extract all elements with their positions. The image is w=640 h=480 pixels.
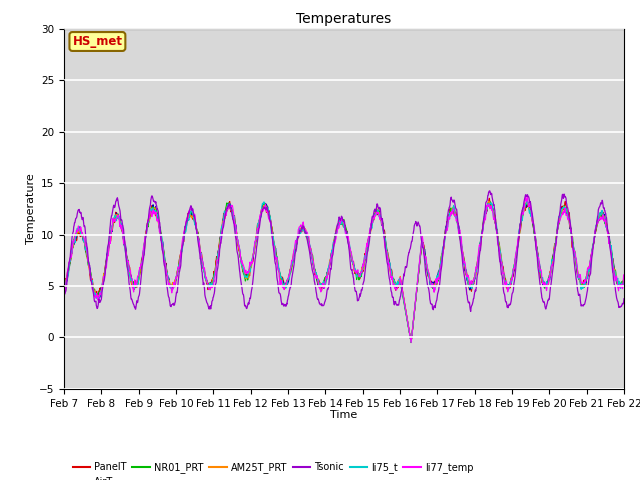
Tsonic xyxy=(486,188,493,194)
AirT xyxy=(431,280,439,286)
AirT xyxy=(60,287,68,293)
Line: PanelT: PanelT xyxy=(64,198,624,343)
li77_temp xyxy=(247,261,255,266)
Tsonic xyxy=(620,296,628,301)
li77_temp xyxy=(504,287,512,292)
PanelT xyxy=(247,261,255,266)
PanelT xyxy=(407,340,415,346)
li75_t xyxy=(60,286,68,291)
AM25T_PRT xyxy=(431,280,439,286)
li77_temp xyxy=(554,220,562,226)
Tsonic xyxy=(467,309,474,314)
AirT xyxy=(504,282,512,288)
li77_temp xyxy=(171,284,179,290)
NR01_PRT xyxy=(247,262,255,268)
li75_t xyxy=(247,262,255,267)
AM25T_PRT xyxy=(407,340,415,346)
AM25T_PRT xyxy=(60,285,68,291)
Text: HS_met: HS_met xyxy=(72,35,122,48)
AM25T_PRT xyxy=(247,264,255,270)
PanelT xyxy=(171,284,179,289)
Tsonic xyxy=(554,218,562,224)
AM25T_PRT xyxy=(620,275,628,280)
PanelT xyxy=(554,222,562,228)
AM25T_PRT xyxy=(505,285,513,291)
li75_t xyxy=(524,198,531,204)
li75_t xyxy=(171,281,179,287)
NR01_PRT xyxy=(431,281,439,287)
NR01_PRT xyxy=(554,224,562,229)
Title: Temperatures: Temperatures xyxy=(296,12,392,26)
PanelT xyxy=(431,280,439,286)
AM25T_PRT xyxy=(485,198,493,204)
NR01_PRT xyxy=(60,291,68,297)
li75_t xyxy=(185,216,193,222)
NR01_PRT xyxy=(185,215,193,220)
PanelT xyxy=(60,287,68,293)
AirT xyxy=(171,280,179,286)
li75_t xyxy=(554,219,562,225)
Tsonic xyxy=(185,210,193,216)
AirT xyxy=(247,263,255,268)
AM25T_PRT xyxy=(185,215,193,220)
AirT xyxy=(620,277,628,283)
X-axis label: Time: Time xyxy=(330,410,358,420)
li77_temp xyxy=(60,289,68,295)
Tsonic xyxy=(505,303,513,309)
li77_temp xyxy=(431,281,439,287)
li77_temp xyxy=(522,193,529,199)
Tsonic xyxy=(171,300,179,305)
li75_t xyxy=(407,340,415,346)
Line: li75_t: li75_t xyxy=(64,201,624,343)
AM25T_PRT xyxy=(554,223,562,228)
li77_temp xyxy=(620,272,628,277)
Y-axis label: Temperature: Temperature xyxy=(26,173,36,244)
Legend: PanelT, AirT, NR01_PRT, AM25T_PRT, Tsonic, li75_t, li77_temp: PanelT, AirT, NR01_PRT, AM25T_PRT, Tsoni… xyxy=(69,458,477,480)
Tsonic xyxy=(431,303,438,309)
AM25T_PRT xyxy=(171,277,179,283)
li77_temp xyxy=(407,340,415,346)
PanelT xyxy=(505,284,513,289)
AirT xyxy=(185,215,193,220)
Tsonic xyxy=(247,289,255,295)
AirT xyxy=(554,220,562,226)
PanelT xyxy=(185,211,193,217)
li75_t xyxy=(620,279,628,285)
Line: NR01_PRT: NR01_PRT xyxy=(64,202,624,343)
NR01_PRT xyxy=(620,275,628,280)
NR01_PRT xyxy=(407,340,415,346)
Line: li77_temp: li77_temp xyxy=(64,196,624,343)
Line: AM25T_PRT: AM25T_PRT xyxy=(64,201,624,343)
AirT xyxy=(524,198,531,204)
NR01_PRT xyxy=(486,199,494,204)
li75_t xyxy=(504,286,512,291)
NR01_PRT xyxy=(505,285,513,291)
AirT xyxy=(407,340,415,346)
li77_temp xyxy=(185,210,193,216)
Line: Tsonic: Tsonic xyxy=(64,191,624,312)
PanelT xyxy=(486,195,493,201)
NR01_PRT xyxy=(171,278,179,284)
PanelT xyxy=(620,276,628,281)
li75_t xyxy=(431,283,439,289)
Line: AirT: AirT xyxy=(64,201,624,343)
Tsonic xyxy=(60,296,68,301)
